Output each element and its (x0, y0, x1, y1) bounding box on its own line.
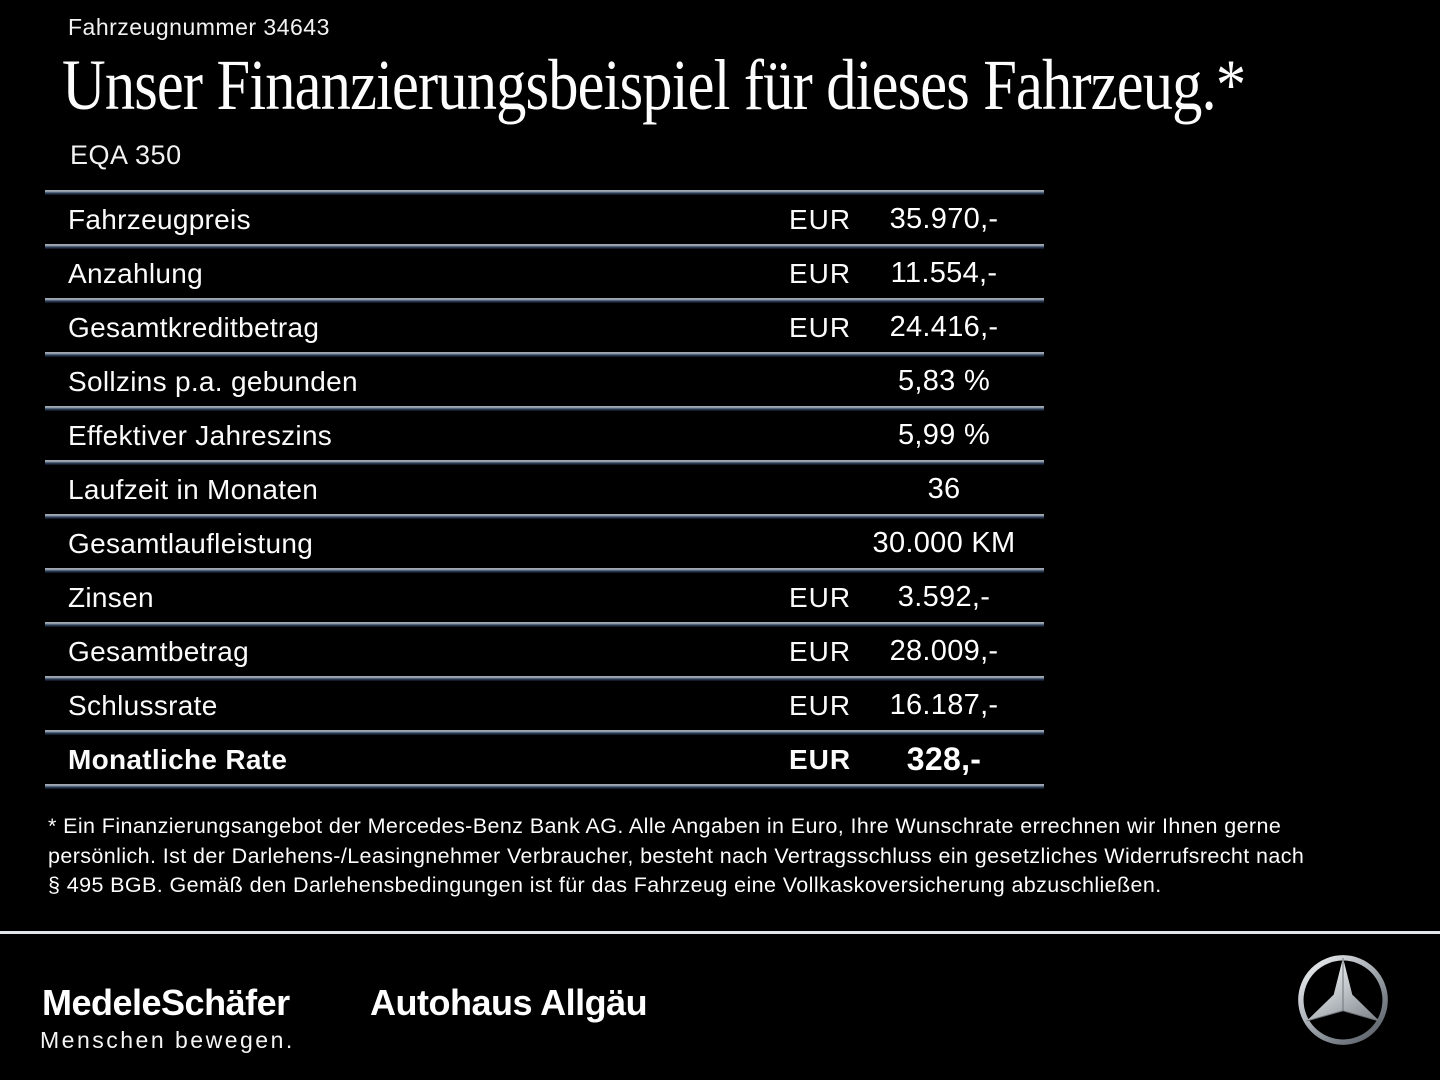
dealer-logo-medele-schaefer: MedeleSchäfer (42, 982, 290, 1023)
row-label: Laufzeit in Monaten (68, 473, 319, 505)
row-value: 5,99 % (897, 419, 991, 451)
table-row-monthly-rate: Monatliche Rate EUR 328,- (45, 735, 1044, 784)
table-row: Gesamtkreditbetrag EUR 24.416,- (45, 303, 1044, 352)
row-currency: EUR (789, 743, 852, 775)
table-divider (45, 460, 1044, 465)
footnote-line: * Ein Finanzierungsangebot der Mercedes-… (48, 814, 1282, 838)
table-divider (45, 676, 1044, 681)
row-value: 30.000 KM (872, 527, 1016, 559)
row-currency: EUR (789, 635, 852, 667)
row-label: Anzahlung (68, 257, 204, 289)
table-divider (45, 298, 1044, 303)
row-currency: EUR (789, 311, 852, 343)
footnote-line: persönlich. Ist der Darlehens-/Leasingne… (48, 843, 1305, 868)
table-row: Laufzeit in Monaten 36 (45, 465, 1044, 514)
row-label: Effektiver Jahreszins (68, 419, 333, 451)
table-row: Effektiver Jahreszins 5,99 % (45, 411, 1044, 460)
table-divider (45, 568, 1044, 573)
table-row: Anzahlung EUR 11.554,- (45, 249, 1044, 298)
table-divider (45, 352, 1044, 357)
vehicle-number: Fahrzeugnummer 34643 (68, 14, 330, 40)
table-row: Zinsen EUR 3.592,- (45, 573, 1044, 622)
table-row: Gesamtlaufleistung 30.000 KM (45, 519, 1044, 568)
table-divider (45, 514, 1044, 519)
row-label: Gesamtkreditbetrag (68, 311, 320, 343)
row-currency: EUR (789, 257, 852, 289)
table-row: Gesamtbetrag EUR 28.009,- (45, 627, 1044, 676)
mercedes-star-icon (1298, 955, 1388, 1045)
footer-divider (0, 931, 1440, 934)
row-value: 3.592,- (897, 581, 991, 613)
row-currency: EUR (789, 581, 852, 613)
row-label: Monatliche Rate (68, 743, 288, 775)
table-row: Sollzins p.a. gebunden 5,83 % (45, 357, 1044, 406)
row-value: 328,- (906, 741, 982, 777)
table-divider (45, 622, 1044, 627)
finance-table: Fahrzeugpreis EUR 35.970,- Anzahlung EUR… (45, 190, 1044, 789)
model-name: EQA 350 (70, 140, 182, 170)
row-value: 28.009,- (889, 635, 999, 667)
table-row: Schlussrate EUR 16.187,- (45, 681, 1044, 730)
table-divider (45, 406, 1044, 411)
row-label: Fahrzeugpreis (68, 203, 251, 235)
row-value: 16.187,- (889, 689, 999, 721)
dealer-tagline: Menschen bewegen. (40, 1027, 295, 1053)
table-divider (45, 730, 1044, 735)
table-divider (45, 190, 1044, 195)
row-label: Gesamtbetrag (68, 635, 250, 667)
row-value: 11.554,- (890, 257, 998, 289)
legal-footnote: * Ein Finanzierungsangebot der Mercedes-… (48, 812, 1408, 901)
row-value: 24.416,- (889, 311, 999, 343)
table-divider (45, 244, 1044, 249)
dealer-logo-autohaus-allgaeu: Autohaus Allgäu (370, 982, 648, 1023)
row-value: 5,83 % (897, 365, 991, 397)
row-currency: EUR (789, 203, 852, 235)
row-label: Schlussrate (68, 689, 218, 721)
row-label: Zinsen (68, 581, 154, 613)
row-value: 35.970,- (889, 203, 999, 235)
row-label: Sollzins p.a. gebunden (68, 365, 358, 397)
table-row: Fahrzeugpreis EUR 35.970,- (45, 195, 1044, 244)
table-divider (45, 784, 1044, 789)
footnote-line: § 495 BGB. Gemäß den Darlehensbedingunge… (48, 873, 1162, 897)
page-title: Unser Finanzierungsbeispiel für dieses F… (62, 45, 1246, 125)
row-label: Gesamtlaufleistung (68, 527, 314, 559)
row-currency: EUR (789, 689, 852, 721)
row-value: 36 (927, 473, 961, 505)
